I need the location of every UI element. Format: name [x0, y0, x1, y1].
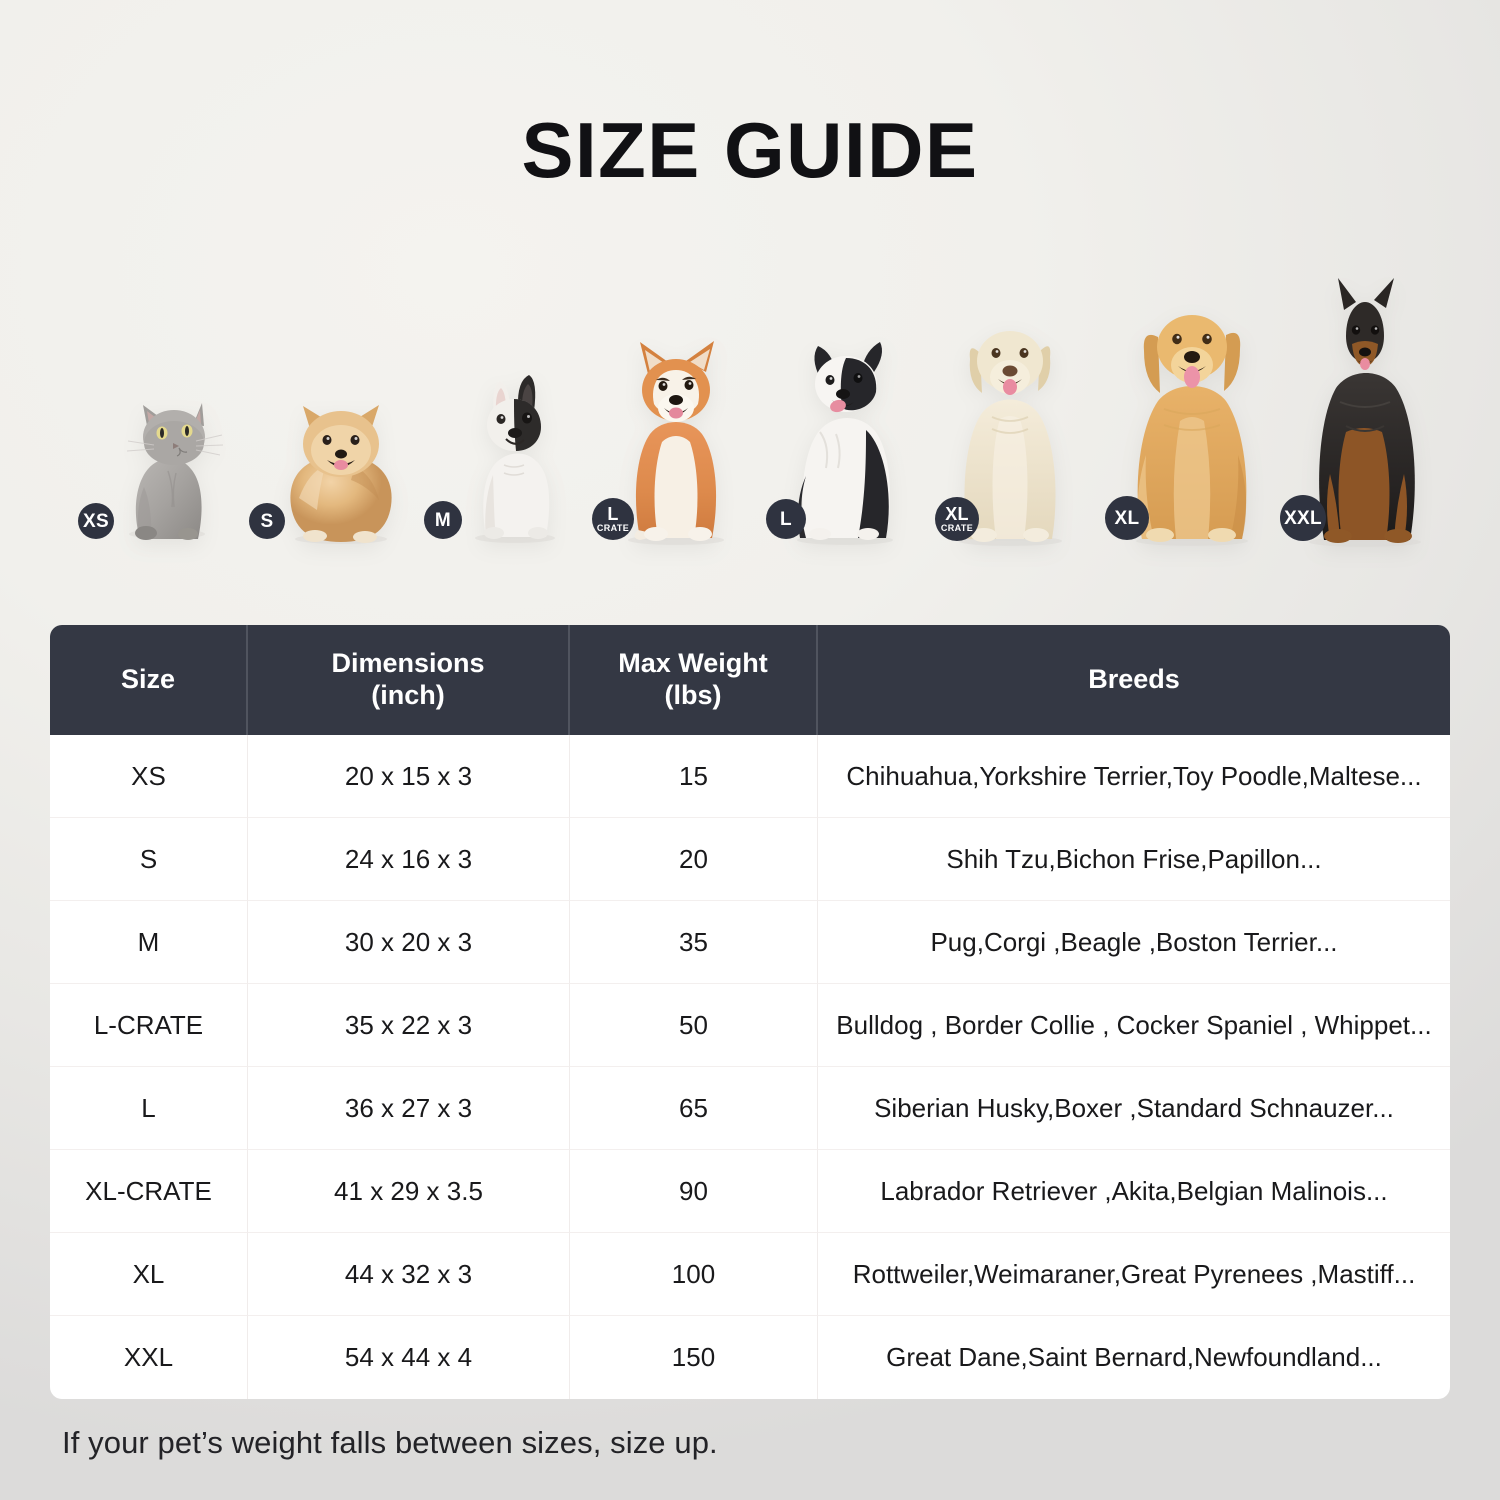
cell-size: XL	[50, 1233, 248, 1316]
labrador-retriever-dog-icon	[958, 331, 1062, 546]
animal-s	[277, 394, 405, 544]
column-header-max-weight: Max Weight (lbs)	[570, 625, 818, 735]
cell-dimensions: 30 x 20 x 3	[248, 901, 570, 984]
cell-max-weight: 35	[570, 901, 818, 984]
british-shorthair-cat-icon	[126, 403, 224, 540]
cell-max-weight: 65	[570, 1067, 818, 1150]
doberman-pinscher-dog-icon	[1309, 278, 1421, 547]
table-row: S 24 x 16 x 3 20 Shih Tzu,Bichon Frise,P…	[50, 818, 1450, 901]
cell-max-weight: 20	[570, 818, 818, 901]
french-bulldog-dog-icon	[475, 375, 555, 543]
cell-size: S	[50, 818, 248, 901]
column-header-weight-line1: Max Weight	[618, 648, 768, 679]
cell-size: XS	[50, 735, 248, 818]
cell-max-weight: 50	[570, 984, 818, 1067]
badge-xl-label: XL	[1114, 507, 1140, 529]
badge-xs: XS	[78, 503, 114, 539]
badge-l-crate-label: L	[607, 504, 619, 524]
border-collie-dog-icon	[797, 342, 893, 545]
animal-xxl	[1290, 276, 1440, 548]
cell-dimensions: 36 x 27 x 3	[248, 1067, 570, 1150]
cell-dimensions: 44 x 32 x 3	[248, 1233, 570, 1316]
column-header-weight-line2: (lbs)	[664, 680, 722, 710]
badge-m: M	[424, 501, 462, 539]
cell-dimensions: 20 x 15 x 3	[248, 735, 570, 818]
badge-l-label: L	[780, 508, 792, 530]
size-table-container: Size Dimensions (inch) Max Weight (lbs) …	[50, 625, 1450, 1399]
animal-m	[460, 369, 570, 544]
cell-breeds: Bulldog , Border Collie , Cocker Spaniel…	[818, 984, 1450, 1067]
table-body: XS 20 x 15 x 3 15 Chihuahua,Yorkshire Te…	[50, 735, 1450, 1399]
shiba-inu-dog-icon	[628, 341, 724, 545]
table-row: XS 20 x 15 x 3 15 Chihuahua,Yorkshire Te…	[50, 735, 1450, 818]
column-header-dimensions: Dimensions (inch)	[248, 625, 570, 735]
cell-size: XXL	[50, 1316, 248, 1399]
table-row: XXL 54 x 44 x 4 150 Great Dane,Saint Ber…	[50, 1316, 1450, 1399]
golden-retriever-dog-icon	[1136, 315, 1248, 546]
badge-xl-crate-label: XL	[945, 504, 969, 524]
cell-size: L	[50, 1067, 248, 1150]
column-header-breeds: Breeds	[818, 625, 1450, 735]
animal-xs	[110, 391, 225, 541]
cell-breeds: Siberian Husky,Boxer ,Standard Schnauzer…	[818, 1067, 1450, 1150]
column-header-dimensions-line2: (inch)	[371, 680, 445, 710]
cell-max-weight: 90	[570, 1150, 818, 1233]
table-row: XL-CRATE 41 x 29 x 3.5 90 Labrador Retri…	[50, 1150, 1450, 1233]
cell-breeds: Shih Tzu,Bichon Frise,Papillon...	[818, 818, 1450, 901]
cell-breeds: Pug,Corgi ,Beagle ,Boston Terrier...	[818, 901, 1450, 984]
table-row: L 36 x 27 x 3 65 Siberian Husky,Boxer ,S…	[50, 1067, 1450, 1150]
cell-max-weight: 100	[570, 1233, 818, 1316]
animal-xl-crate	[940, 305, 1080, 547]
badge-xxl: XXL	[1280, 495, 1326, 541]
cell-dimensions: 24 x 16 x 3	[248, 818, 570, 901]
table-row: XL 44 x 32 x 3 100 Rottweiler,Weimaraner…	[50, 1233, 1450, 1316]
page-title: SIZE GUIDE	[521, 106, 979, 194]
table-header: Size Dimensions (inch) Max Weight (lbs) …	[50, 625, 1450, 735]
pomeranian-dog-icon	[290, 405, 392, 544]
animal-xl	[1118, 291, 1266, 547]
cell-breeds: Labrador Retriever ,Akita,Belgian Malino…	[818, 1150, 1450, 1233]
cell-breeds: Great Dane,Saint Bernard,Newfoundland...	[818, 1316, 1450, 1399]
table-row: M 30 x 20 x 3 35 Pug,Corgi ,Beagle ,Bost…	[50, 901, 1450, 984]
cell-max-weight: 150	[570, 1316, 818, 1399]
badge-xl-crate-sublabel: CRATE	[940, 523, 974, 533]
cell-max-weight: 15	[570, 735, 818, 818]
cell-dimensions: 41 x 29 x 3.5	[248, 1150, 570, 1233]
badge-xxl-label: XXL	[1284, 507, 1322, 529]
size-guide-table: Size Dimensions (inch) Max Weight (lbs) …	[50, 625, 1450, 1399]
badge-m-label: M	[434, 509, 452, 531]
badge-l: L	[766, 499, 806, 539]
table-row: L-CRATE 35 x 22 x 3 50 Bulldog , Border …	[50, 984, 1450, 1067]
cell-breeds: Chihuahua,Yorkshire Terrier,Toy Poodle,M…	[818, 735, 1450, 818]
column-header-size: Size	[50, 625, 248, 735]
footer-note: If your pet’s weight falls between sizes…	[62, 1425, 718, 1460]
badge-xs-label: XS	[83, 510, 109, 532]
table-header-row: Size Dimensions (inch) Max Weight (lbs) …	[50, 625, 1450, 735]
badge-s-label: S	[260, 510, 274, 532]
badge-l-crate-sublabel: CRATE	[596, 523, 630, 533]
animal-l	[780, 336, 910, 546]
cell-size: M	[50, 901, 248, 984]
column-header-dimensions-line1: Dimensions	[331, 648, 485, 679]
cell-size: XL-CRATE	[50, 1150, 248, 1233]
cell-dimensions: 54 x 44 x 4	[248, 1316, 570, 1399]
badge-xl: XL	[1105, 496, 1149, 540]
animal-lineup: XS S	[0, 250, 1500, 550]
badge-xl-crate: XL CRATE	[935, 497, 979, 541]
cell-breeds: Rottweiler,Weimaraner,Great Pyrenees ,Ma…	[818, 1233, 1450, 1316]
cell-size: L-CRATE	[50, 984, 248, 1067]
animal-l-crate	[610, 334, 742, 546]
cell-dimensions: 35 x 22 x 3	[248, 984, 570, 1067]
badge-l-crate: L CRATE	[592, 498, 634, 540]
badge-s: S	[249, 503, 285, 539]
